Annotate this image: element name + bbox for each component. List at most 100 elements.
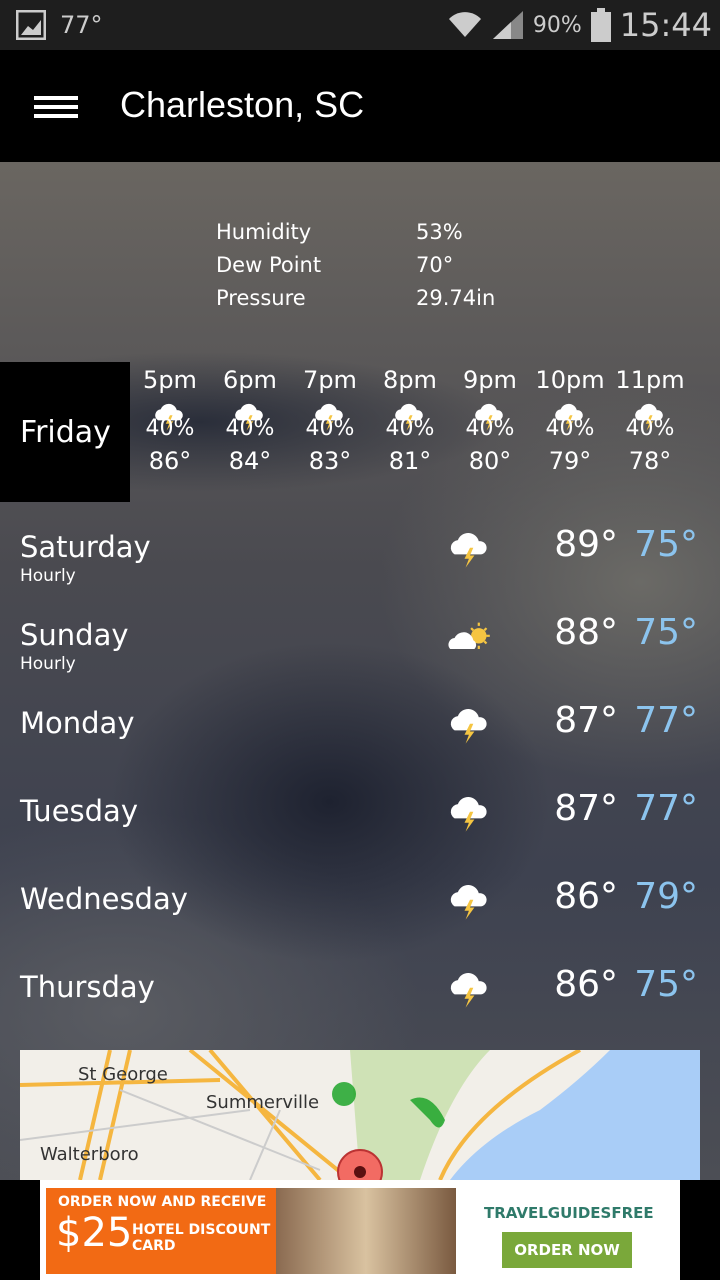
hour-temp: 83° — [308, 447, 352, 475]
ad-banner[interactable]: ORDER NOW AND RECEIVE $25 HOTEL DISCOUNT… — [40, 1180, 680, 1280]
precip-chance: 40% — [385, 416, 435, 441]
day-row[interactable]: Sunday Hourly 88° 75° — [0, 612, 720, 700]
hour-column: 8pm 40% 81° — [370, 366, 450, 475]
thunderstorm-icon — [450, 797, 487, 832]
map-label: Summerville — [206, 1092, 320, 1113]
day-name: Sunday — [20, 618, 129, 652]
thunderstorm-icon — [395, 403, 423, 431]
detail-label: Pressure — [216, 286, 306, 310]
high-temp: 88° — [554, 612, 618, 653]
status-bar: 77° 90% 15:44 — [0, 0, 720, 50]
precip-chance: 40% — [225, 416, 275, 441]
hour-temp: 86° — [148, 447, 192, 475]
day-row[interactable]: Tuesday 87° 77° — [0, 788, 720, 876]
hour-time: 6pm — [223, 366, 277, 394]
detail-value: 53% — [416, 220, 463, 244]
ad-amount: $25 — [56, 1210, 133, 1256]
weather-temp: 77° — [60, 11, 103, 39]
precip-chance: 40% — [145, 416, 195, 441]
ad-line: HOTEL DISCOUNT — [132, 1222, 271, 1238]
low-temp: 77° — [634, 700, 698, 741]
ad-order-button[interactable]: ORDER NOW — [502, 1232, 632, 1268]
location-title: Charleston, SC — [120, 84, 365, 125]
precip-chance: 40% — [305, 416, 355, 441]
day-row[interactable]: Wednesday 86° 79° — [0, 876, 720, 964]
wifi-icon — [448, 12, 481, 37]
low-temp: 75° — [634, 524, 698, 565]
detail-value: 70° — [416, 253, 454, 277]
hour-temp: 79° — [548, 447, 592, 475]
low-temp: 77° — [634, 788, 698, 829]
hour-column: 5pm 40% 86° — [130, 366, 210, 475]
hour-time: 9pm — [463, 366, 517, 394]
partly-sunny-icon — [448, 622, 490, 649]
hour-time: 11pm — [615, 366, 685, 394]
precip-chance: 40% — [465, 416, 515, 441]
hour-temp: 84° — [228, 447, 272, 475]
menu-icon[interactable] — [34, 96, 78, 118]
high-temp: 86° — [554, 876, 618, 917]
map-label: St George — [78, 1064, 168, 1085]
radar-map[interactable]: St George Summerville Walterboro — [20, 1050, 700, 1180]
detail-value: 29.74in — [416, 286, 496, 310]
low-temp: 79° — [634, 876, 698, 917]
battery-icon — [590, 8, 611, 42]
thunderstorm-icon — [450, 533, 487, 568]
hour-column: 9pm 40% 80° — [450, 366, 530, 475]
app-bar: Charleston, SC — [0, 50, 720, 162]
clock: 15:44 — [619, 6, 712, 44]
day-name: Wednesday — [20, 882, 188, 916]
high-temp: 87° — [554, 700, 618, 741]
current-details: Humidity 53% Dew Point 70° Pressure 29.74in — [216, 216, 495, 315]
day-row[interactable]: Thursday 86° 75° — [0, 964, 720, 1052]
thunderstorm-icon — [450, 973, 487, 1008]
precip-chance: 40% — [625, 416, 675, 441]
day-row[interactable]: Saturday Hourly 89° 75° — [0, 524, 720, 612]
signal-icon — [492, 11, 523, 39]
detail-label: Dew Point — [216, 253, 322, 277]
gallery-icon — [16, 10, 46, 40]
hour-temp: 80° — [468, 447, 512, 475]
thunderstorm-icon — [155, 403, 183, 431]
ad-offer: ORDER NOW AND RECEIVE $25 HOTEL DISCOUNT… — [46, 1188, 456, 1274]
ad-photo — [276, 1188, 456, 1274]
thunderstorm-icon — [235, 403, 263, 431]
thunderstorm-icon — [555, 403, 583, 431]
detail-label: Humidity — [216, 220, 312, 244]
hourly-link[interactable]: Hourly — [20, 654, 76, 674]
hour-time: 8pm — [383, 366, 437, 394]
thunderstorm-icon — [475, 403, 503, 431]
thunderstorm-icon — [450, 709, 487, 744]
day-name: Tuesday — [20, 794, 138, 828]
low-temp: 75° — [634, 964, 698, 1005]
map-label: Walterboro — [40, 1144, 139, 1165]
hour-column: 7pm 40% 83° — [290, 366, 370, 475]
day-name: Monday — [20, 706, 135, 740]
ad-brand: TRAVELGUIDESFREE — [484, 1204, 654, 1222]
thunderstorm-icon — [450, 885, 487, 920]
hour-column: 6pm 40% 84° — [210, 366, 290, 475]
hour-time: 10pm — [535, 366, 605, 394]
ad-line: CARD — [132, 1238, 176, 1254]
high-temp: 86° — [554, 964, 618, 1005]
ad-line: ORDER NOW AND RECEIVE — [58, 1194, 267, 1210]
day-name: Thursday — [20, 970, 155, 1004]
thunderstorm-icon — [315, 403, 343, 431]
day-name: Saturday — [20, 530, 151, 564]
hour-column: 11pm 40% 78° — [610, 366, 690, 475]
hour-column: 10pm 40% 79° — [530, 366, 610, 475]
hour-time: 7pm — [303, 366, 357, 394]
today-label[interactable]: Friday — [0, 362, 130, 502]
weather-background — [0, 162, 720, 1180]
day-row[interactable]: Monday 87° 77° — [0, 700, 720, 788]
thunderstorm-icon — [635, 403, 663, 431]
hour-time: 5pm — [143, 366, 197, 394]
hour-temp: 81° — [388, 447, 432, 475]
high-temp: 89° — [554, 524, 618, 565]
high-temp: 87° — [554, 788, 618, 829]
hourly-forecast: 5pm 40% 86° 6pm 40% 84° 7pm 40% 83° 8pm … — [130, 366, 690, 475]
precip-chance: 40% — [545, 416, 595, 441]
map-graphic — [20, 1050, 700, 1180]
battery-percent: 90% — [532, 12, 582, 38]
hourly-link[interactable]: Hourly — [20, 566, 76, 586]
